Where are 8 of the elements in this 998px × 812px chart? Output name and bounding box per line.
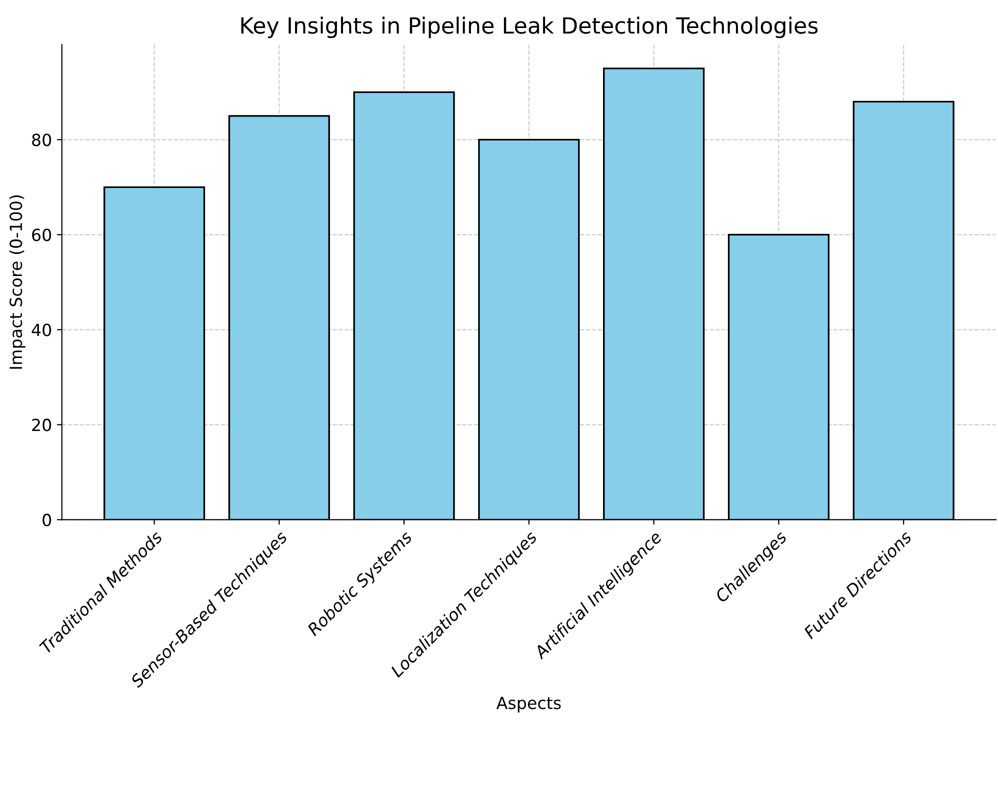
y-tick-label: 60 (32, 228, 52, 242)
y-tick-label: 0 (42, 514, 52, 526)
y-tick-label: 40 (32, 324, 52, 336)
y-tick-label: 20 (32, 418, 52, 432)
x-axis-title: Aspects (496, 696, 561, 712)
y-axis-title: Impact Score (0-100) (9, 195, 26, 369)
y-tick-label: 80 (32, 134, 52, 146)
chart-title: Key Insights in Pipeline Leak Detection Technologies (241, 16, 818, 38)
